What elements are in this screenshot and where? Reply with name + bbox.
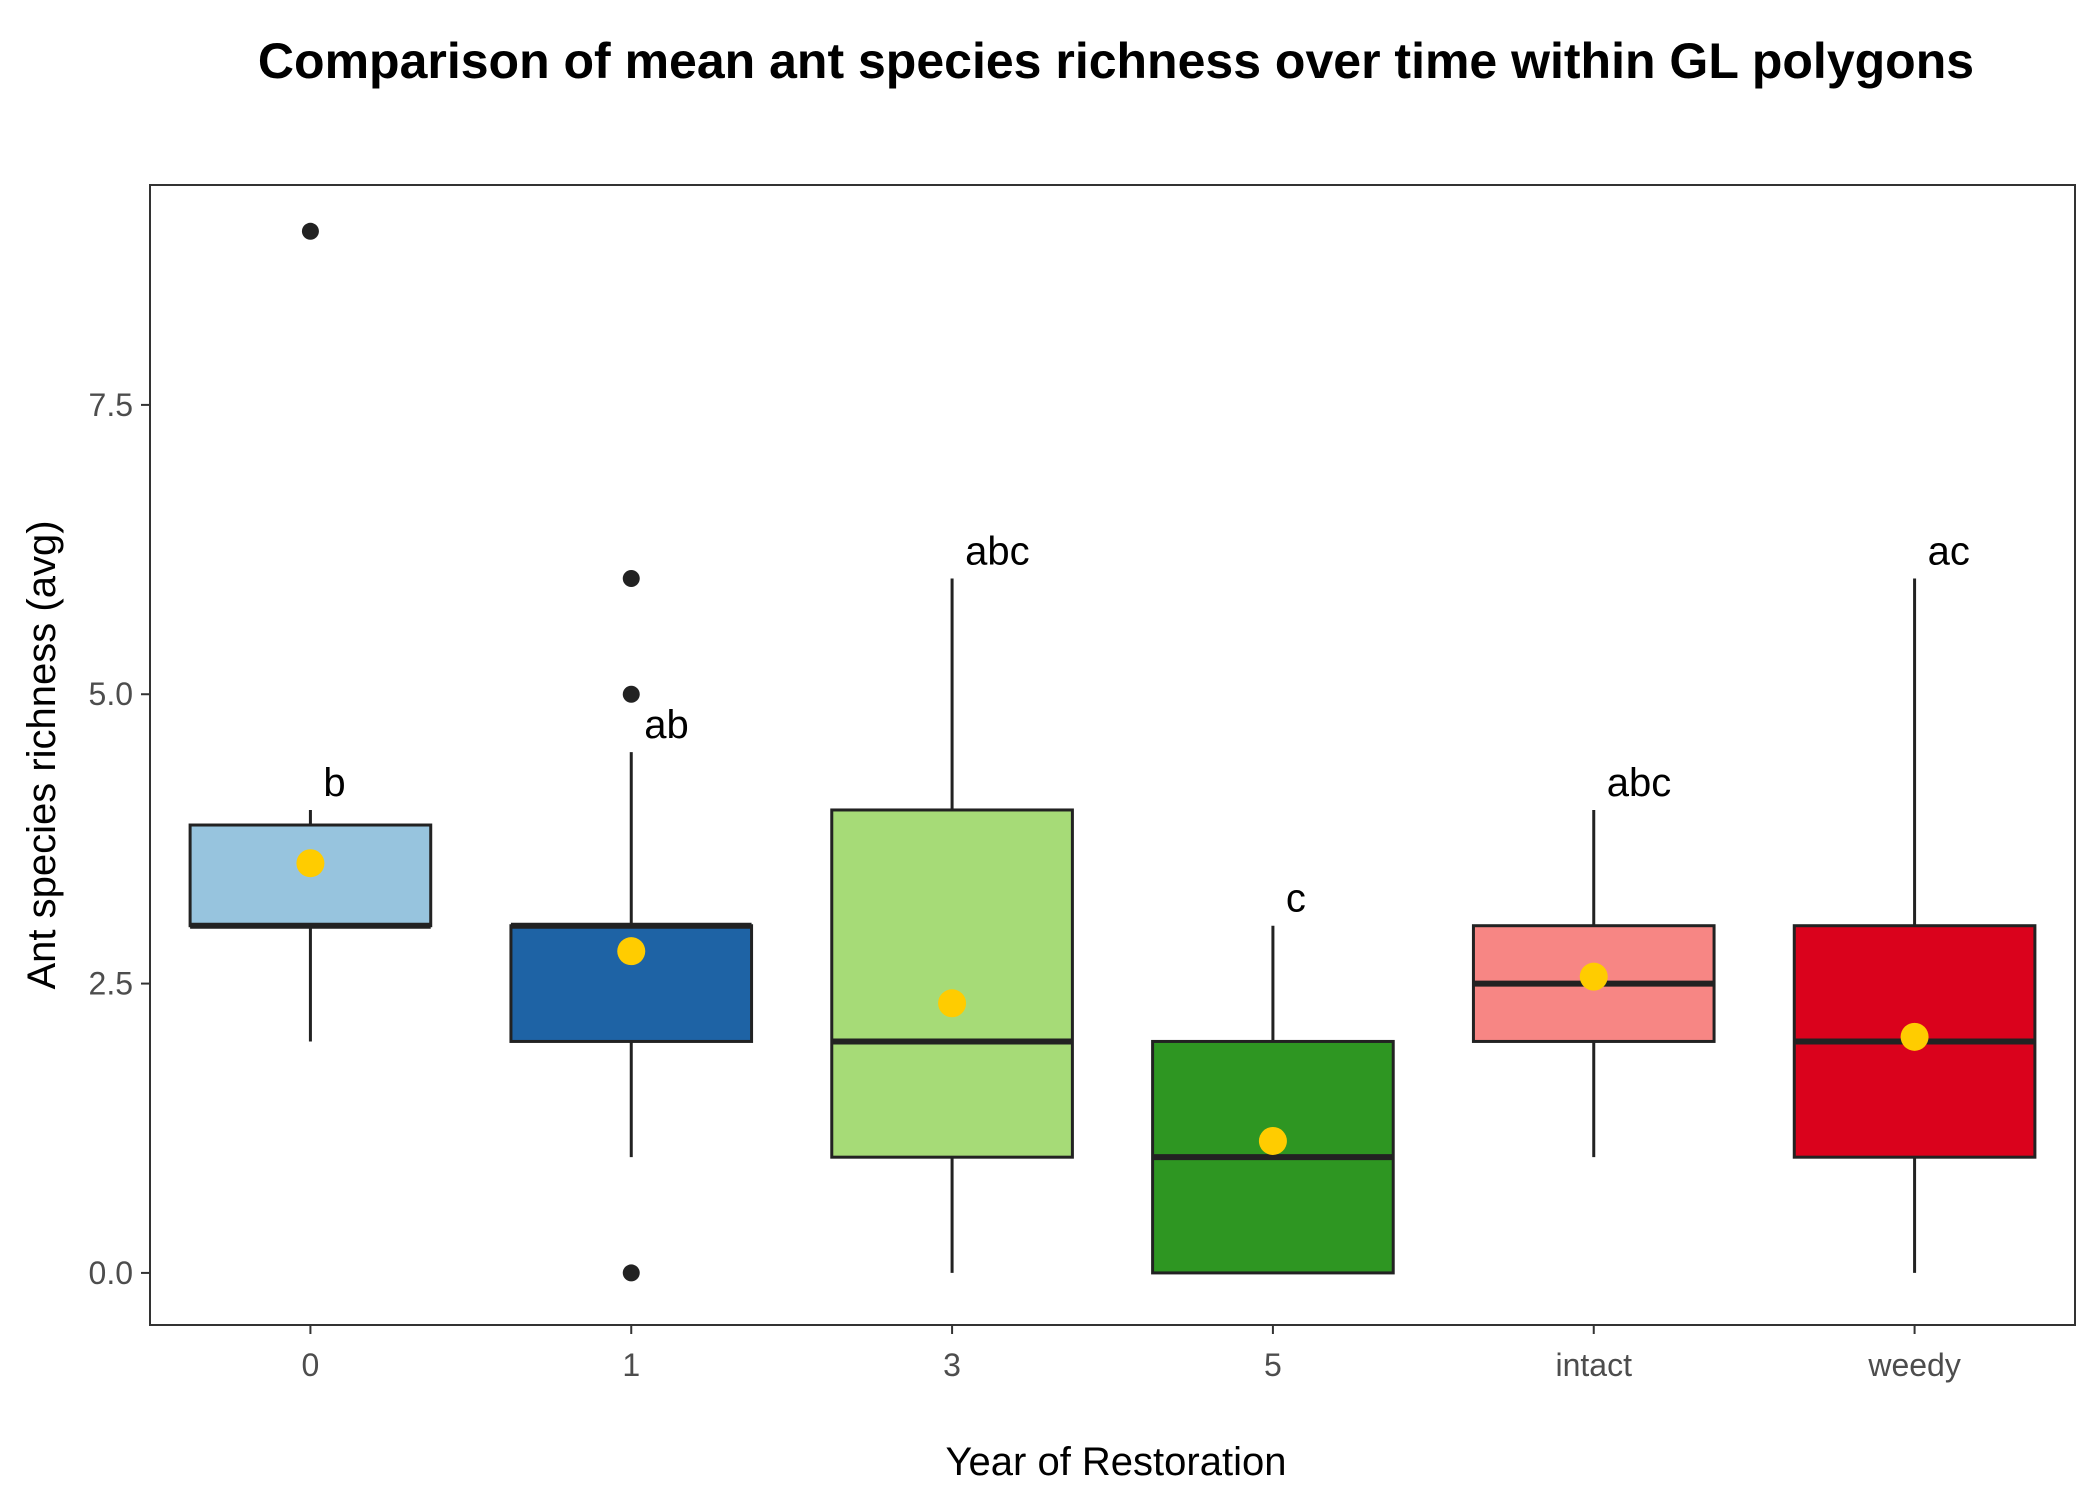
box-group-intact: abc [1471, 761, 1716, 1158]
chart-title: Comparison of mean ant species richness … [258, 33, 1974, 89]
box-groups: b ab abc c abc ac [188, 222, 2037, 1282]
mean-point [938, 989, 967, 1018]
y-tick-label: 5.0 [89, 676, 133, 712]
x-axis: 0 1 3 5 intact weedy [302, 1325, 1961, 1383]
mean-point [617, 937, 646, 966]
plot-panel [149, 184, 2076, 1326]
significance-letter: ac [1928, 530, 1970, 574]
y-tick-label: 2.5 [89, 966, 133, 1002]
box-group-5: c [1151, 877, 1395, 1275]
mean-point [1258, 1126, 1287, 1155]
outlier-point [622, 685, 640, 703]
x-tick-label: 3 [943, 1347, 961, 1383]
box [830, 808, 1074, 1159]
outlier-point [622, 570, 640, 588]
mean-point [1900, 1022, 1929, 1051]
mean-point [296, 849, 325, 878]
x-tick-label: 0 [302, 1347, 320, 1383]
box-group-3: abc [830, 530, 1074, 1273]
y-axis-title: Ant species richness (avg) [20, 520, 64, 989]
y-axis: 0.0 2.5 5.0 7.5 [89, 387, 150, 1291]
x-tick-label: 1 [622, 1347, 640, 1383]
x-axis-title: Year of Restoration [946, 1440, 1287, 1484]
x-tick-label: weedy [1867, 1347, 1961, 1383]
box-group-weedy: ac [1792, 530, 2037, 1273]
outlier-point [301, 222, 319, 240]
box-group-1: ab [509, 570, 754, 1282]
significance-letter: b [323, 761, 345, 805]
mean-point [1579, 962, 1608, 991]
significance-letter: ab [644, 703, 689, 747]
x-tick-label: intact [1556, 1347, 1633, 1383]
y-tick-label: 0.0 [89, 1255, 133, 1291]
x-tick-label: 5 [1264, 1347, 1282, 1383]
box-group-0: b [188, 222, 433, 1042]
significance-letter: abc [965, 530, 1029, 574]
outlier-point [622, 1264, 640, 1282]
significance-letter: abc [1607, 761, 1672, 805]
significance-letter: c [1286, 877, 1306, 921]
y-tick-label: 7.5 [89, 387, 133, 423]
